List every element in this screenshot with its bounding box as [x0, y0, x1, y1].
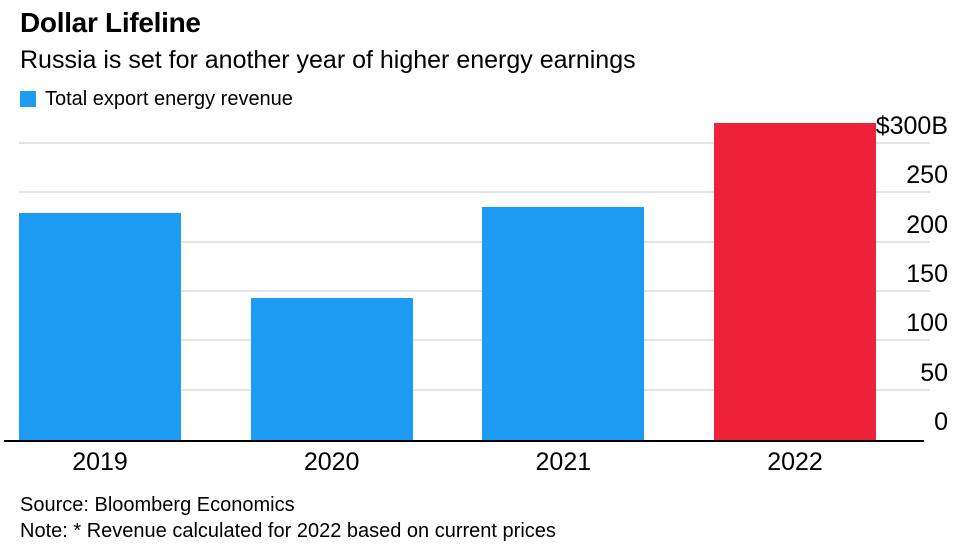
gridline-200: [19, 240, 930, 243]
y-tick-label-250: 250: [906, 161, 948, 190]
note-text: Note: * Revenue calculated for 2022 base…: [20, 520, 556, 542]
chart-footer: Source: Bloomberg Economics Note: * Reve…: [20, 492, 972, 544]
gridline-250: [19, 191, 930, 194]
x-tick-label-2020: 2020: [303, 448, 360, 476]
x-axis-baseline: [4, 440, 924, 442]
legend-swatch-icon: [20, 91, 36, 107]
y-tick-label-300: $300B: [875, 112, 948, 140]
plot-area: 0 50 100 150 200 250 $300B: [0, 111, 972, 442]
y-tick-label-100: 100: [906, 309, 948, 338]
bar-2022: [714, 123, 876, 440]
bar-2020: [250, 297, 413, 440]
gridline-300: [19, 142, 930, 144]
x-axis-labels: 2019 2020 2021 2022: [0, 442, 972, 476]
x-tick-label-2021: 2021: [535, 448, 592, 476]
chart-title: Dollar Lifeline: [20, 7, 201, 38]
bar-2019: [19, 213, 181, 440]
x-tick-label-2019: 2019: [72, 448, 128, 476]
legend-label: Total export energy revenue: [45, 87, 293, 110]
bar-2021: [482, 207, 645, 440]
chart-subtitle: Russia is set for another year of higher…: [20, 46, 636, 74]
y-tick-label-0: 0: [934, 408, 948, 436]
y-tick-label-50: 50: [920, 358, 948, 387]
x-tick-label-2022: 2022: [767, 448, 823, 476]
y-tick-label-150: 150: [906, 260, 948, 288]
source-text: Source: Bloomberg Economics: [20, 494, 295, 516]
gridline-50: [19, 388, 930, 391]
legend: Total export energy revenue: [20, 87, 972, 110]
gridline-100: [19, 339, 930, 342]
y-tick-label-200: 200: [906, 210, 948, 239]
gridline-150: [19, 290, 930, 292]
